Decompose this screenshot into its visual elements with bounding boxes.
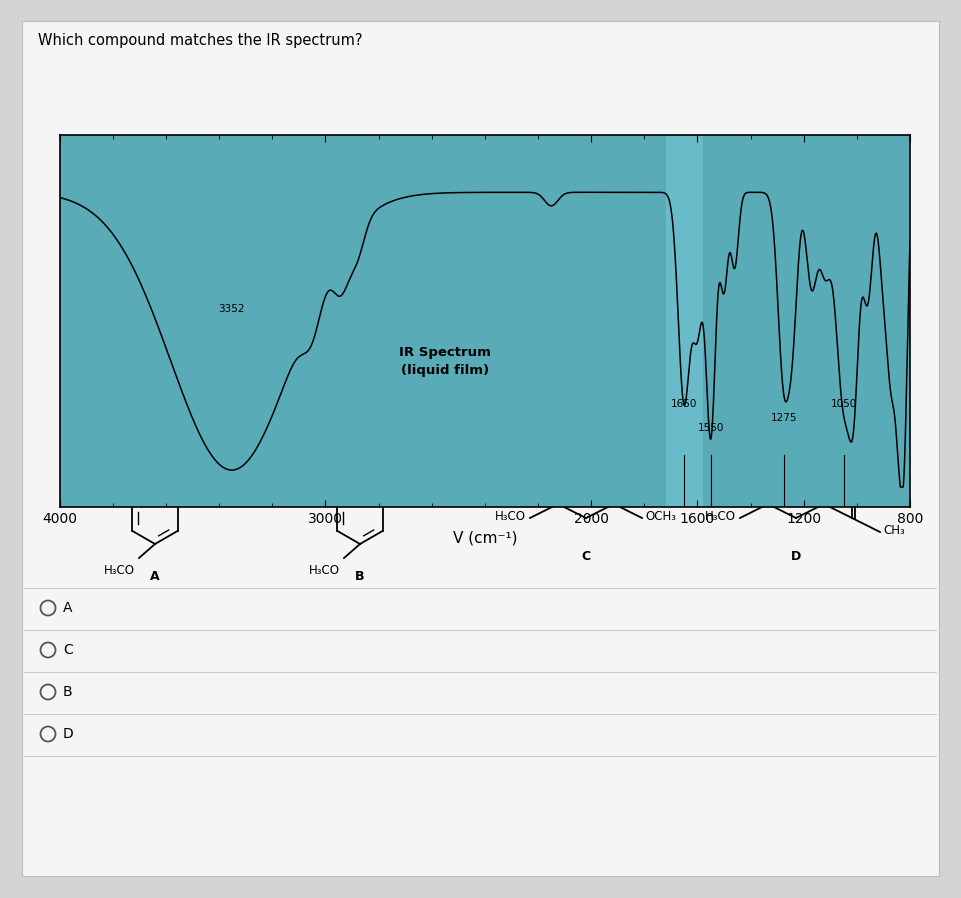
Text: 1050: 1050	[830, 399, 857, 409]
Text: H₃CO: H₃CO	[705, 509, 736, 523]
Text: IR Spectrum
(liquid film): IR Spectrum (liquid film)	[399, 347, 491, 377]
Text: C: C	[63, 643, 73, 657]
Text: D: D	[63, 727, 74, 741]
Text: A: A	[150, 570, 160, 583]
Text: 1275: 1275	[771, 413, 797, 423]
Text: OH: OH	[197, 483, 215, 497]
Text: C: C	[581, 550, 591, 563]
Text: Which compound matches the IR spectrum?: Which compound matches the IR spectrum?	[38, 33, 362, 48]
Text: B: B	[63, 685, 73, 699]
Text: H₃CO: H₃CO	[495, 509, 526, 523]
Text: H₃CO: H₃CO	[104, 564, 135, 577]
Text: H₃CO: H₃CO	[309, 564, 340, 577]
Text: D: D	[791, 550, 801, 563]
Text: OCH₃: OCH₃	[645, 509, 676, 523]
Text: O: O	[849, 484, 857, 494]
Text: 3352: 3352	[218, 304, 245, 314]
Text: A: A	[63, 601, 72, 615]
FancyBboxPatch shape	[22, 21, 939, 876]
Text: 1550: 1550	[698, 423, 724, 433]
Bar	[666, 135, 702, 507]
Text: 1650: 1650	[671, 399, 698, 409]
X-axis label: V (cm⁻¹): V (cm⁻¹)	[453, 531, 517, 545]
Text: CH₃: CH₃	[883, 524, 904, 536]
Text: B: B	[356, 570, 365, 583]
